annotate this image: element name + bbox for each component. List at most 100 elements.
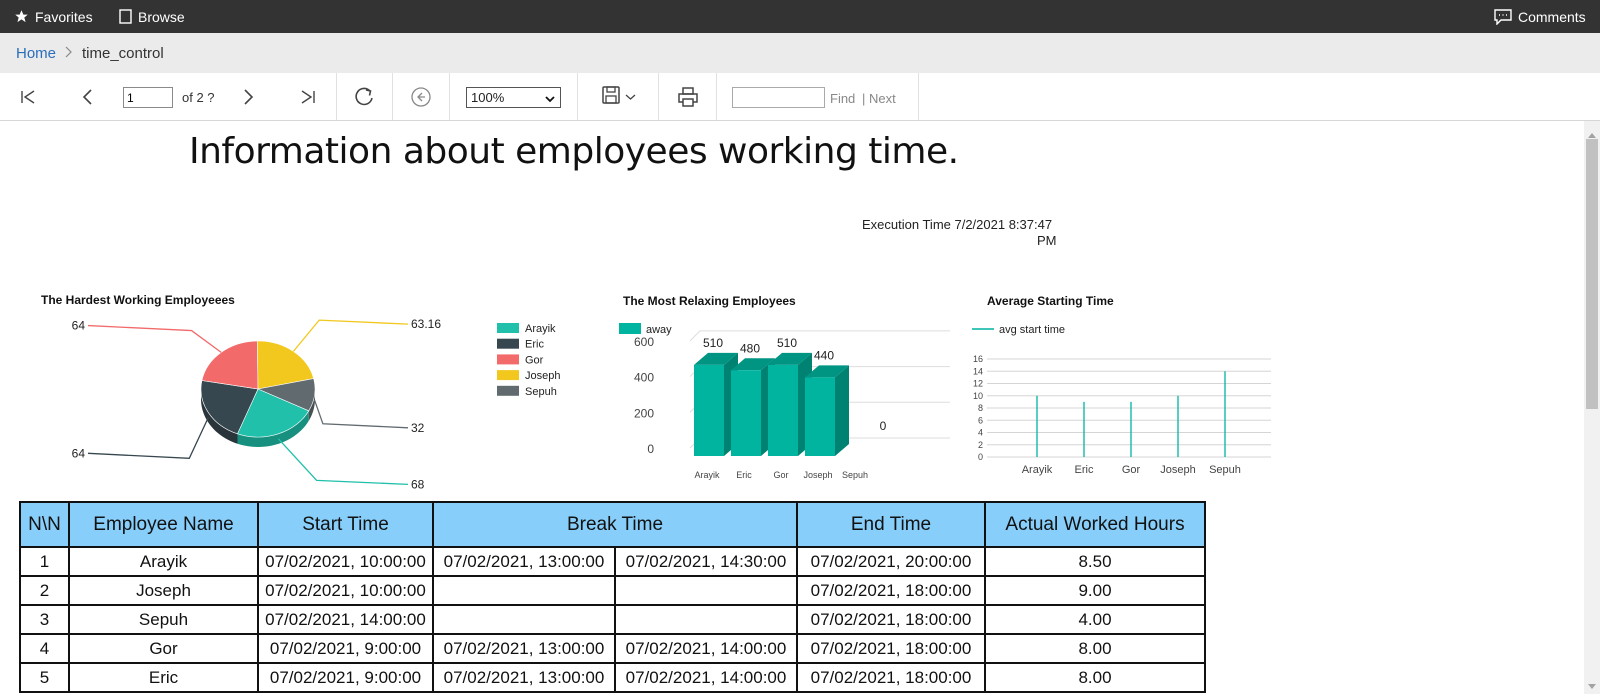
comments-label: Comments [1518, 8, 1586, 25]
find-next-button[interactable]: | Next [862, 91, 896, 106]
cell-start-time: 07/02/2021, 9:00:00 [257, 662, 434, 693]
previous-page-icon[interactable] [74, 83, 102, 111]
zoom-select[interactable]: 100% [466, 87, 561, 108]
legend-label-eric: Eric [525, 339, 544, 351]
line-y-tick-label: 16 [973, 354, 983, 364]
bar-x-tick-label: Eric [736, 470, 752, 480]
cell-break-end-time [614, 575, 798, 606]
star-icon [14, 9, 29, 24]
next-page-icon[interactable] [234, 83, 262, 111]
table-row: 2 Joseph 07/02/2021, 10:00:00 07/02/2021, 1… [19, 575, 1206, 606]
legend-swatch-sepuh [497, 385, 519, 396]
toolbar-divider [658, 73, 659, 120]
first-page-icon[interactable] [14, 83, 42, 111]
cell-break-end-time [614, 604, 798, 635]
page-number-input[interactable] [123, 87, 173, 108]
pie-slice-eric [200, 380, 259, 435]
cell-employee-name: Gor [68, 633, 259, 664]
cell-employee-name: Joseph [68, 575, 259, 606]
table-row: 4 Gor 07/02/2021, 9:00:00 07/02/2021, 13:00… [19, 633, 1206, 664]
toolbar-divider [392, 73, 393, 120]
legend-swatch-joseph [497, 370, 519, 381]
cell-row-number: 5 [19, 662, 70, 693]
export-button[interactable] [596, 83, 640, 111]
cell-end-time: 07/02/2021, 18:00:00 [796, 604, 986, 635]
toolbar-divider [336, 73, 337, 120]
line-x-tick-label: Arayik [1022, 464, 1053, 476]
cell-break-start-time: 07/02/2021, 13:00:00 [432, 662, 616, 693]
pie-callout-line-arayik [277, 438, 409, 486]
cell-actual-worked-hours: 9.00 [984, 575, 1206, 606]
breadcrumb: Home time_control [0, 33, 1600, 73]
zoom-value: 100% [471, 90, 505, 105]
scrollbar-thumb[interactable] [1586, 139, 1598, 409]
table-row: 3 Sepuh 07/02/2021, 14:00:00 07/02/2021, 18… [19, 604, 1206, 635]
bar-top-arayik [694, 352, 738, 365]
legend-label-gor: Gor [525, 354, 544, 366]
comment-icon [1494, 8, 1512, 25]
pie-slice-joseph [257, 340, 315, 390]
browse-button[interactable]: Browse [119, 0, 185, 33]
cell-employee-name: Sepuh [68, 604, 259, 635]
line-chart-title: Average Starting Time [987, 294, 1114, 308]
chevron-right-icon [65, 46, 73, 61]
line-y-tick-label: 2 [978, 440, 983, 450]
line-y-tick-label: 14 [973, 366, 983, 376]
toolbar-divider [449, 73, 450, 120]
column-header-end-time: End Time [796, 501, 986, 548]
back-icon[interactable] [407, 83, 435, 111]
cell-actual-worked-hours: 8.00 [984, 633, 1206, 664]
comments-button[interactable]: Comments [1494, 0, 1586, 33]
toolbar-divider [918, 73, 919, 120]
column-header-employee-name: Employee Name [68, 501, 259, 548]
favorites-button[interactable]: Favorites [14, 0, 93, 33]
toolbar-divider [577, 73, 578, 120]
bar-arayik [694, 364, 724, 456]
column-header-start-time: Start Time [257, 501, 434, 548]
vertical-scrollbar[interactable] [1584, 121, 1600, 694]
table-row: 5 Eric 07/02/2021, 9:00:00 07/02/2021, 13:0… [19, 662, 1206, 693]
column-header-number: N\N [19, 501, 70, 548]
cell-break-end-time: 07/02/2021, 14:00:00 [614, 662, 798, 693]
bar-joseph [805, 377, 835, 456]
scroll-down-icon[interactable] [1588, 677, 1596, 695]
last-page-icon[interactable] [294, 83, 322, 111]
cell-row-number: 3 [19, 604, 70, 635]
breadcrumb-home-link[interactable]: Home [16, 45, 57, 62]
bar-data-label: 510 [777, 336, 797, 350]
cell-row-number: 4 [19, 633, 70, 664]
cell-row-number: 1 [19, 546, 70, 577]
cell-end-time: 07/02/2021, 20:00:00 [796, 546, 986, 577]
cell-end-time: 07/02/2021, 18:00:00 [796, 662, 986, 693]
refresh-icon[interactable] [350, 83, 378, 111]
bar-x-tick-label: Gor [773, 470, 788, 480]
bar-eric [731, 370, 761, 456]
document-icon [119, 9, 132, 24]
print-icon[interactable] [674, 83, 702, 111]
bar-side-joseph [835, 365, 849, 456]
bar-data-label: 480 [740, 341, 760, 355]
find-button[interactable]: Find [830, 91, 856, 106]
save-icon [601, 85, 621, 110]
execution-time: Execution Time 7/2/2021 8:37:47 [862, 217, 1053, 232]
find-input[interactable] [732, 87, 825, 108]
bar-data-label: 440 [814, 348, 834, 362]
column-header-actual-worked-hours: Actual Worked Hours [984, 501, 1206, 548]
cell-employee-name: Arayik [68, 546, 259, 577]
pie-slice-sepuh [256, 378, 316, 412]
pie-callout-line-gor [87, 324, 222, 353]
bar-chart: away 0 200 400 600 510 Arayik 480 Eric 510 Gor 440 J… [619, 323, 950, 480]
line-chart: avg start time 0 2 4 6 8 10 12 14 16 Arayik Eric Gor… [972, 324, 1271, 476]
bar-gor [768, 364, 798, 456]
chevron-down-icon [625, 88, 636, 106]
cell-break-end-time: 07/02/2021, 14:30:00 [614, 546, 798, 577]
line-y-tick-label: 10 [973, 391, 983, 401]
report-title: Information about employees working time… [189, 131, 959, 172]
chevron-down-icon [545, 92, 555, 107]
legend-label-avg-start-time: avg start time [999, 324, 1065, 336]
pie-data-label: 63.16 [411, 317, 441, 331]
scroll-up-icon[interactable] [1588, 125, 1596, 143]
bar-y-tick-label: 400 [634, 371, 654, 385]
legend-label-arayik: Arayik [525, 323, 556, 335]
pie-slice-side-arayik [237, 410, 309, 447]
